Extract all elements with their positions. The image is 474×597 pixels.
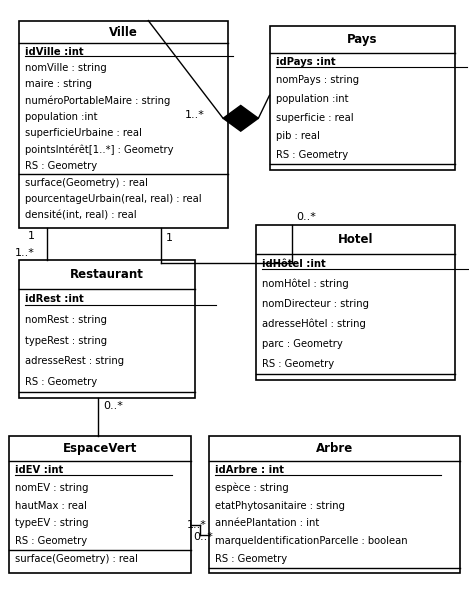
Text: hautMax : real: hautMax : real <box>16 501 87 510</box>
Text: nomPays : string: nomPays : string <box>275 75 359 85</box>
Text: RS : Geometry: RS : Geometry <box>215 554 287 564</box>
Text: densité(int, real) : real: densité(int, real) : real <box>25 210 137 220</box>
Text: RS : Geometry: RS : Geometry <box>25 161 97 171</box>
Text: parc : Geometry: parc : Geometry <box>262 339 342 349</box>
Text: typeRest : string: typeRest : string <box>25 336 107 346</box>
Text: 1..*: 1..* <box>185 110 205 121</box>
Text: nomEV : string: nomEV : string <box>16 483 89 493</box>
Text: 0..*: 0..* <box>193 533 213 543</box>
Text: Hotel: Hotel <box>337 233 373 246</box>
Text: RS : Geometry: RS : Geometry <box>16 536 88 546</box>
Text: surface(Geometry) : real: surface(Geometry) : real <box>16 554 138 564</box>
Text: superficieUrbaine : real: superficieUrbaine : real <box>25 128 142 139</box>
Text: population :int: population :int <box>25 112 97 122</box>
Text: Ville: Ville <box>109 26 137 39</box>
Text: RS : Geometry: RS : Geometry <box>275 150 348 160</box>
Text: nomRest : string: nomRest : string <box>25 315 107 325</box>
Text: adresseRest : string: adresseRest : string <box>25 356 124 366</box>
Text: EspaceVert: EspaceVert <box>63 442 137 455</box>
Text: idVille :int: idVille :int <box>25 47 83 57</box>
Text: superficie : real: superficie : real <box>275 113 353 122</box>
Text: 1..*: 1..* <box>15 248 35 257</box>
Text: RS : Geometry: RS : Geometry <box>262 359 334 370</box>
Bar <box>18 260 195 398</box>
Text: nomDirecteur : string: nomDirecteur : string <box>262 299 369 309</box>
Text: maire : string: maire : string <box>25 79 91 90</box>
Text: idRest :int: idRest :int <box>25 294 83 304</box>
Bar <box>255 226 456 380</box>
Text: etatPhytosanitaire : string: etatPhytosanitaire : string <box>215 501 345 510</box>
Text: pib : real: pib : real <box>275 131 319 141</box>
Text: Pays: Pays <box>347 33 378 46</box>
Text: adresseHôtel : string: adresseHôtel : string <box>262 319 365 330</box>
Text: pourcentageUrbain(real, real) : real: pourcentageUrbain(real, real) : real <box>25 194 201 204</box>
Text: Restaurant: Restaurant <box>70 268 144 281</box>
Text: nomVille : string: nomVille : string <box>25 63 107 73</box>
Text: 0..*: 0..* <box>103 401 123 411</box>
Text: annéePlantation : int: annéePlantation : int <box>215 518 319 528</box>
Text: pointsIntérêt[1..*] : Geometry: pointsIntérêt[1..*] : Geometry <box>25 144 173 155</box>
Bar <box>9 436 191 574</box>
Text: population :int: population :int <box>275 94 348 104</box>
Text: RS : Geometry: RS : Geometry <box>25 377 97 386</box>
Polygon shape <box>223 106 258 131</box>
Text: 1: 1 <box>165 233 173 243</box>
Text: idEV :int: idEV :int <box>16 465 64 475</box>
Text: nomHôtel : string: nomHôtel : string <box>262 279 348 289</box>
Text: Arbre: Arbre <box>316 442 353 455</box>
Bar <box>18 20 228 228</box>
Text: surface(Geometry) : real: surface(Geometry) : real <box>25 177 147 187</box>
Text: espèce : string: espèce : string <box>215 482 289 493</box>
Text: idHôtel :int: idHôtel :int <box>262 259 325 269</box>
Text: typeEV : string: typeEV : string <box>16 518 89 528</box>
Text: idArbre : int: idArbre : int <box>215 465 284 475</box>
Bar <box>270 26 456 170</box>
Text: 0..*: 0..* <box>296 213 316 223</box>
Text: numéroPortableMaire : string: numéroPortableMaire : string <box>25 96 170 106</box>
Bar <box>209 436 460 574</box>
Text: marqueIdentificationParcelle : boolean: marqueIdentificationParcelle : boolean <box>215 536 408 546</box>
Text: 1: 1 <box>28 231 35 241</box>
Text: idPays :int: idPays :int <box>275 57 335 67</box>
Text: 1..*: 1..* <box>187 521 207 530</box>
